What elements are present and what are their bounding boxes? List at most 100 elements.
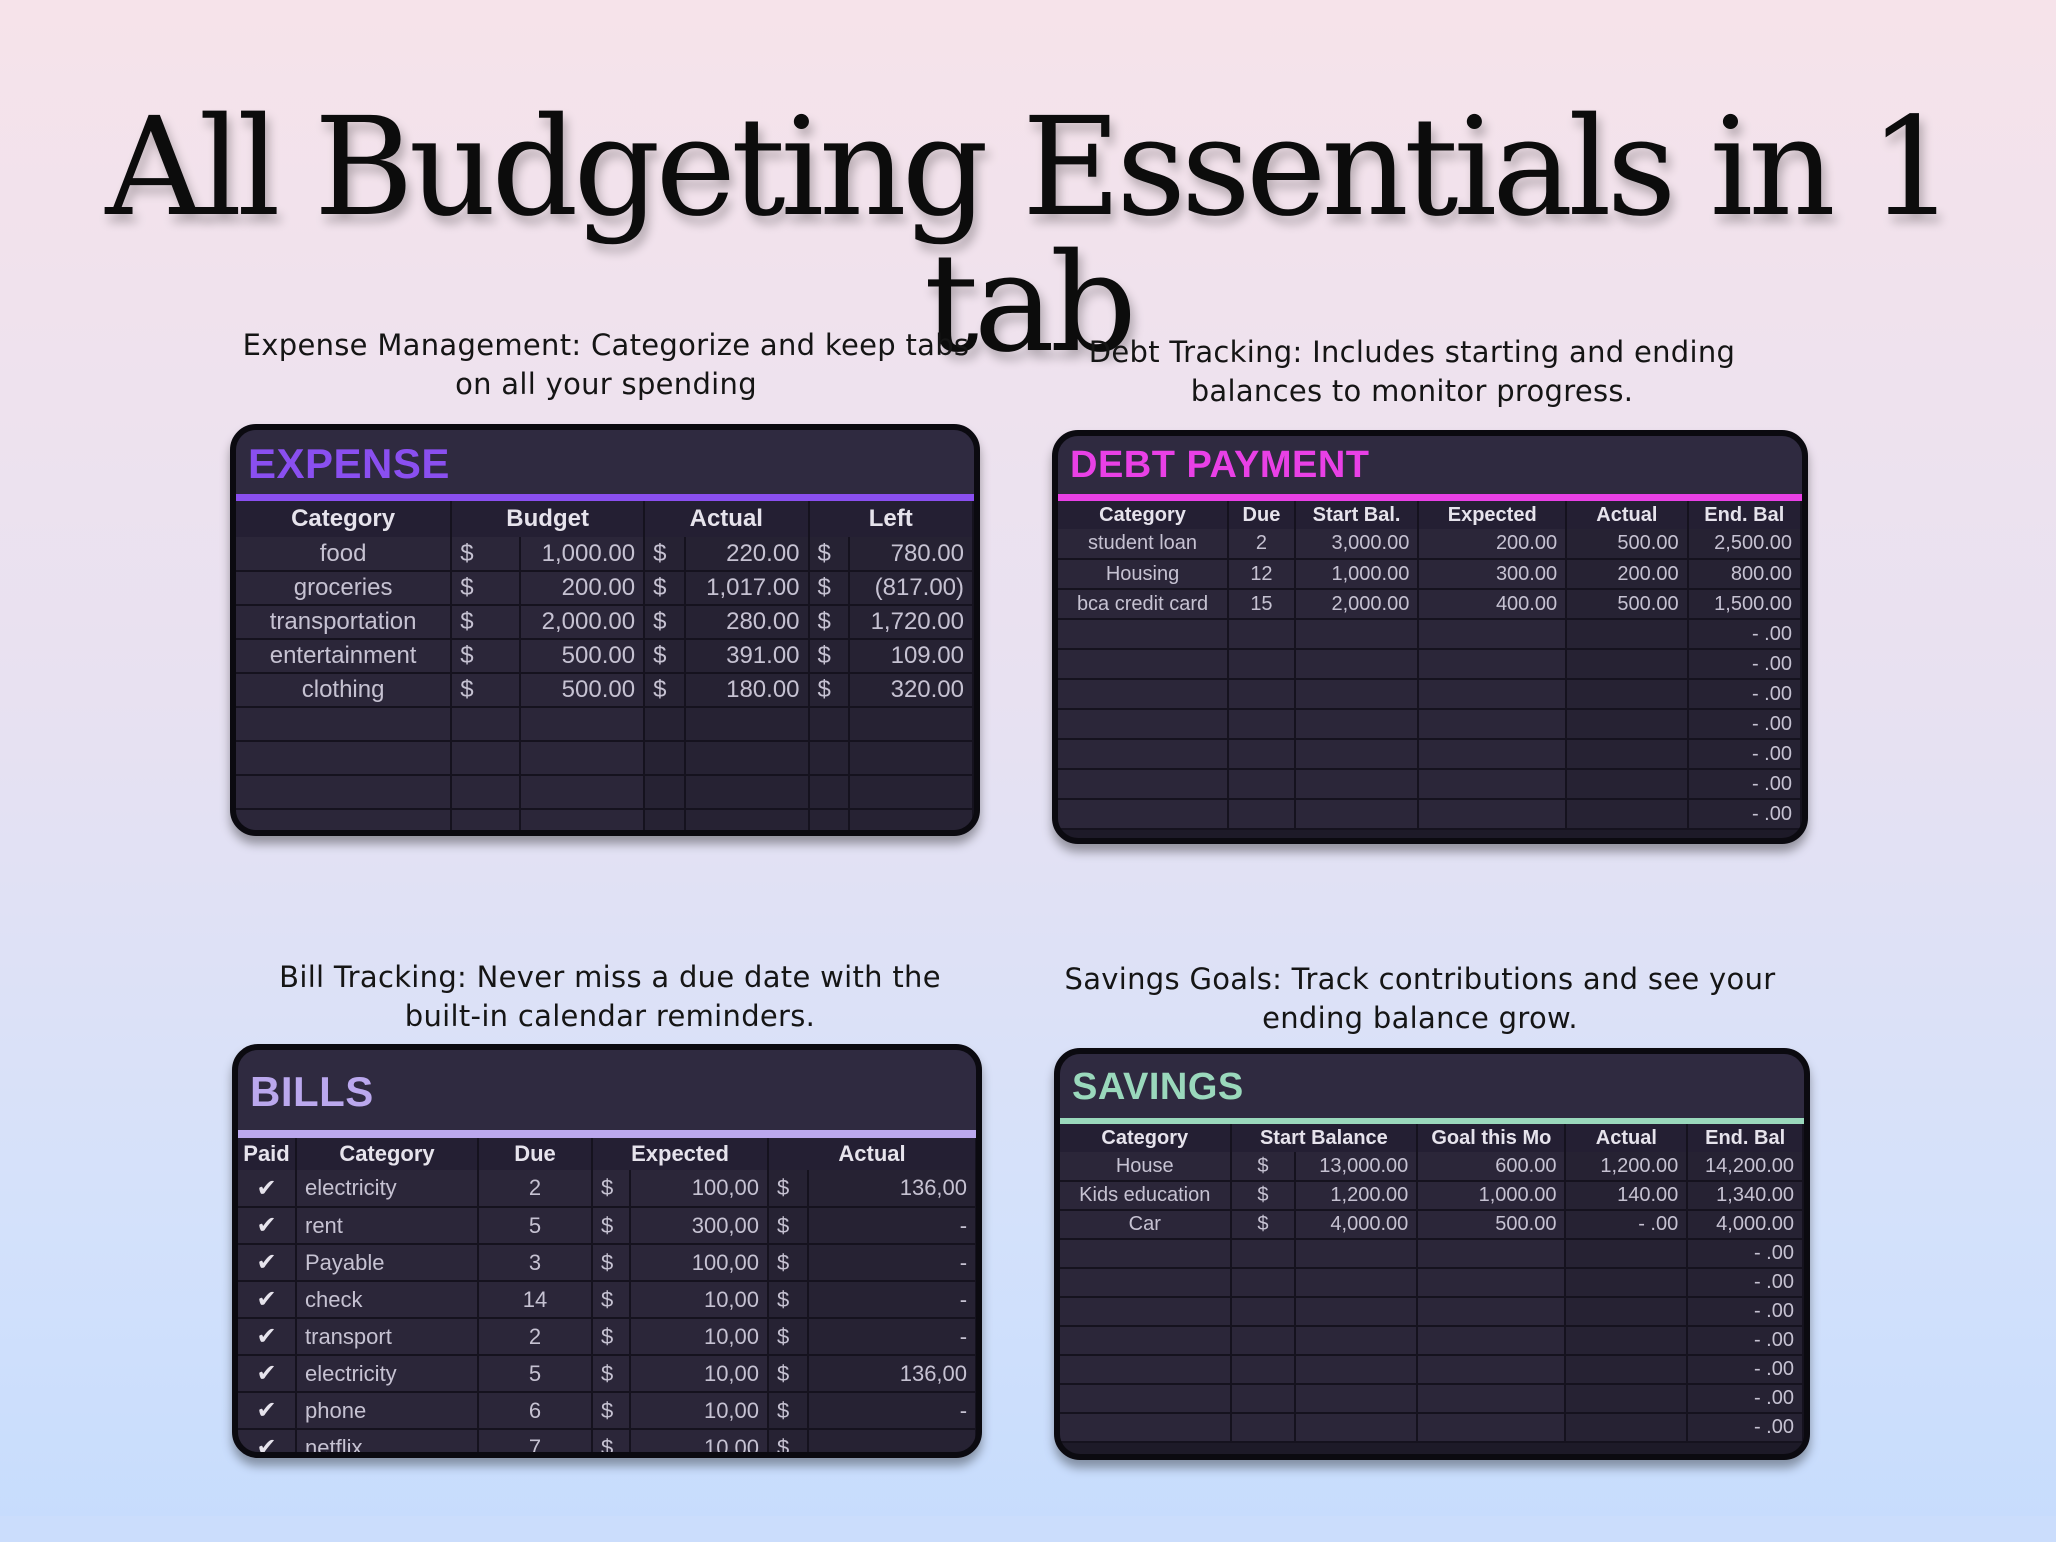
end-bal-cell[interactable]: - .00 (1687, 739, 1802, 770)
start-balance-cell[interactable]: 13,000.00 (1295, 1152, 1419, 1182)
empty-cell[interactable] (1565, 1297, 1689, 1327)
column-header-left[interactable]: Left (808, 501, 974, 537)
empty-cell[interactable] (849, 809, 974, 830)
currency-cell[interactable]: $ (592, 1281, 631, 1319)
empty-cell[interactable] (1295, 1384, 1419, 1414)
actual-cell[interactable]: 200.00 (1566, 559, 1689, 590)
empty-cell[interactable] (1228, 619, 1296, 650)
empty-cell[interactable] (1058, 649, 1230, 680)
empty-cell[interactable] (808, 707, 851, 742)
currency-cell[interactable]: $ (644, 571, 686, 606)
expected-cell[interactable]: 10,00 (630, 1392, 770, 1430)
empty-cell[interactable] (1060, 1384, 1232, 1414)
end-bal-cell[interactable]: - .00 (1687, 1297, 1804, 1327)
end-bal-cell[interactable]: 1,500.00 (1687, 589, 1802, 620)
category-cell[interactable]: bca credit card (1058, 589, 1230, 620)
category-cell[interactable]: entertainment (236, 639, 453, 674)
end-bal-cell[interactable]: - .00 (1687, 649, 1802, 680)
category-cell[interactable]: student loan (1058, 529, 1230, 560)
empty-cell[interactable] (1058, 739, 1230, 770)
empty-cell[interactable] (808, 809, 851, 830)
empty-cell[interactable] (1294, 679, 1420, 710)
currency-cell[interactable]: $ (808, 639, 851, 674)
column-header-actual[interactable]: Actual (768, 1138, 976, 1170)
end-bal-cell[interactable]: - .00 (1687, 1384, 1804, 1414)
currency-cell[interactable]: $ (592, 1392, 631, 1430)
empty-cell[interactable] (644, 775, 686, 810)
currency-cell[interactable]: $ (768, 1207, 810, 1245)
budget-cell[interactable]: 500.00 (520, 639, 646, 674)
empty-cell[interactable] (1060, 1355, 1232, 1385)
empty-cell[interactable] (1566, 679, 1689, 710)
budget-cell[interactable]: 200.00 (520, 571, 646, 606)
currency-cell[interactable]: $ (644, 673, 686, 708)
actual-cell[interactable]: 280.00 (684, 605, 810, 640)
column-header-actual[interactable]: Actual (1565, 1124, 1689, 1152)
empty-cell[interactable] (520, 809, 646, 830)
expected-cell[interactable]: 10,00 (630, 1355, 770, 1393)
end-bal-cell[interactable]: - .00 (1687, 619, 1802, 650)
empty-cell[interactable] (1228, 709, 1296, 740)
expected-cell[interactable]: 400.00 (1418, 589, 1568, 620)
empty-cell[interactable] (1566, 709, 1689, 740)
paid-checkbox[interactable]: ✔ (238, 1207, 297, 1245)
actual-cell[interactable]: - .00 (1565, 1210, 1689, 1240)
actual-cell[interactable]: - (808, 1207, 976, 1245)
category-cell[interactable]: electricity (296, 1355, 479, 1393)
empty-cell[interactable] (1230, 1268, 1297, 1298)
currency-cell[interactable]: $ (768, 1392, 810, 1430)
column-header-expected[interactable]: Expected (1418, 501, 1568, 529)
category-cell[interactable]: rent (296, 1207, 479, 1245)
category-cell[interactable]: phone (296, 1392, 479, 1430)
actual-cell[interactable]: 180.00 (684, 673, 810, 708)
end-bal-cell[interactable]: - .00 (1687, 709, 1802, 740)
empty-cell[interactable] (644, 741, 686, 776)
empty-cell[interactable] (1417, 1268, 1567, 1298)
expected-cell[interactable]: 200.00 (1418, 529, 1568, 560)
empty-cell[interactable] (236, 809, 453, 830)
left-cell[interactable]: 780.00 (849, 537, 974, 572)
due-cell[interactable]: 2 (1228, 529, 1296, 560)
empty-cell[interactable] (1565, 1268, 1689, 1298)
category-cell[interactable]: transportation (236, 605, 453, 640)
empty-cell[interactable] (520, 707, 646, 742)
category-cell[interactable]: transport (296, 1318, 479, 1356)
currency-cell[interactable]: $ (768, 1355, 810, 1393)
column-header-due[interactable]: Due (478, 1138, 593, 1170)
paid-checkbox[interactable]: ✔ (238, 1170, 297, 1208)
empty-cell[interactable] (1565, 1384, 1689, 1414)
empty-cell[interactable] (1418, 739, 1568, 770)
currency-cell[interactable]: $ (644, 605, 686, 640)
end-bal-cell[interactable]: - .00 (1687, 1268, 1804, 1298)
currency-cell[interactable]: $ (1230, 1181, 1297, 1211)
empty-cell[interactable] (1418, 619, 1568, 650)
category-cell[interactable]: Housing (1058, 559, 1230, 590)
column-header-end-bal[interactable]: End. Bal (1687, 501, 1802, 529)
currency-cell[interactable]: $ (592, 1355, 631, 1393)
actual-cell[interactable]: - (808, 1244, 976, 1282)
category-cell[interactable]: Kids education (1060, 1181, 1232, 1211)
column-header-category[interactable]: Category (1058, 501, 1230, 529)
currency-cell[interactable]: $ (808, 673, 851, 708)
empty-cell[interactable] (1228, 769, 1296, 800)
empty-cell[interactable] (451, 809, 522, 830)
column-header-budget[interactable]: Budget (451, 501, 646, 537)
empty-cell[interactable] (1417, 1413, 1567, 1443)
empty-cell[interactable] (1060, 1413, 1232, 1443)
empty-cell[interactable] (1295, 1326, 1419, 1356)
category-cell[interactable]: electricity (296, 1170, 479, 1208)
start-bal-cell[interactable]: 2,000.00 (1294, 589, 1420, 620)
empty-cell[interactable] (1417, 1239, 1567, 1269)
start-bal-cell[interactable]: 1,000.00 (1294, 559, 1420, 590)
end-bal-cell[interactable]: - .00 (1687, 679, 1802, 710)
start-balance-cell[interactable]: 4,000.00 (1295, 1210, 1419, 1240)
empty-cell[interactable] (236, 741, 453, 776)
currency-cell[interactable]: $ (451, 639, 522, 674)
currency-cell[interactable]: $ (808, 537, 851, 572)
empty-cell[interactable] (849, 775, 974, 810)
category-cell[interactable]: netflix (296, 1429, 479, 1452)
empty-cell[interactable] (1230, 1384, 1297, 1414)
category-cell[interactable]: food (236, 537, 453, 572)
empty-cell[interactable] (1566, 649, 1689, 680)
empty-cell[interactable] (684, 707, 810, 742)
